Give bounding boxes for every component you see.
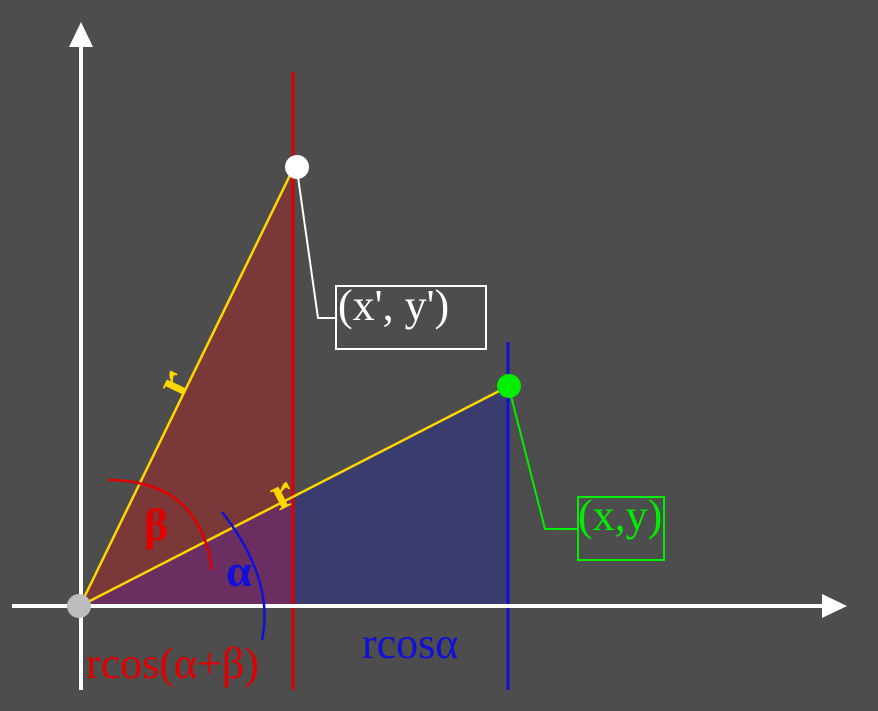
alpha-angle-label: α <box>226 545 252 596</box>
rotated-point-leader <box>296 169 336 319</box>
rotated-point-label: (x', y') <box>338 281 449 330</box>
projection-label-rotated: rcos(α+β) <box>86 639 259 688</box>
beta-angle-label: β <box>144 499 168 550</box>
y-axis-arrow-icon <box>69 22 93 47</box>
original-point <box>497 374 521 398</box>
original-point-label: (x,y) <box>578 491 662 540</box>
original-point-label-box <box>577 496 665 561</box>
original-point-leader <box>508 387 578 530</box>
x-axis-arrow-icon <box>822 594 847 618</box>
origin-point <box>67 594 91 618</box>
radius-line-rotated <box>78 166 296 607</box>
radius-label-upper: r <box>144 361 201 403</box>
radius-line-original <box>79 384 510 608</box>
alpha-angle-arc <box>221 511 266 641</box>
beta-angle-arc <box>107 478 214 571</box>
rotated-point <box>285 155 309 179</box>
projection-label-original: rcosα <box>362 619 458 668</box>
rotated-point-label-box <box>335 285 487 350</box>
